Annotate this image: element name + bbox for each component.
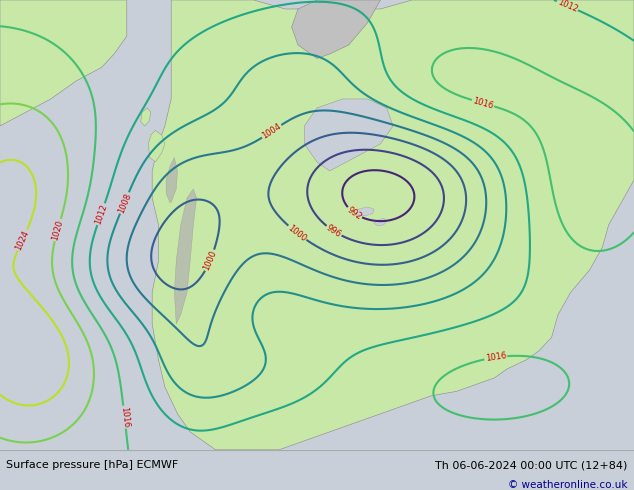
Text: 1016: 1016: [484, 351, 507, 364]
Polygon shape: [152, 0, 634, 450]
Text: 1012: 1012: [93, 203, 109, 225]
Text: 1024: 1024: [14, 229, 31, 251]
Text: 1004: 1004: [261, 122, 283, 141]
Text: Surface pressure [hPa] ECMWF: Surface pressure [hPa] ECMWF: [6, 460, 179, 470]
Text: 1020: 1020: [51, 219, 65, 241]
Polygon shape: [292, 0, 380, 58]
Text: 1016: 1016: [119, 406, 130, 428]
Polygon shape: [174, 189, 197, 324]
Text: 1012: 1012: [556, 0, 579, 14]
Text: 1016: 1016: [472, 96, 495, 110]
Text: © weatheronline.co.uk: © weatheronline.co.uk: [508, 480, 628, 490]
Polygon shape: [166, 157, 178, 202]
Text: 992: 992: [346, 205, 363, 221]
Polygon shape: [304, 99, 393, 171]
Polygon shape: [148, 130, 165, 162]
Polygon shape: [141, 108, 151, 126]
Polygon shape: [356, 207, 374, 216]
Text: 996: 996: [325, 223, 343, 239]
Text: 1000: 1000: [286, 223, 308, 243]
Text: Th 06-06-2024 00:00 UTC (12+84): Th 06-06-2024 00:00 UTC (12+84): [436, 460, 628, 470]
Polygon shape: [374, 218, 387, 226]
Text: 1000: 1000: [202, 249, 218, 272]
Polygon shape: [0, 0, 127, 126]
Text: 1008: 1008: [116, 192, 133, 215]
